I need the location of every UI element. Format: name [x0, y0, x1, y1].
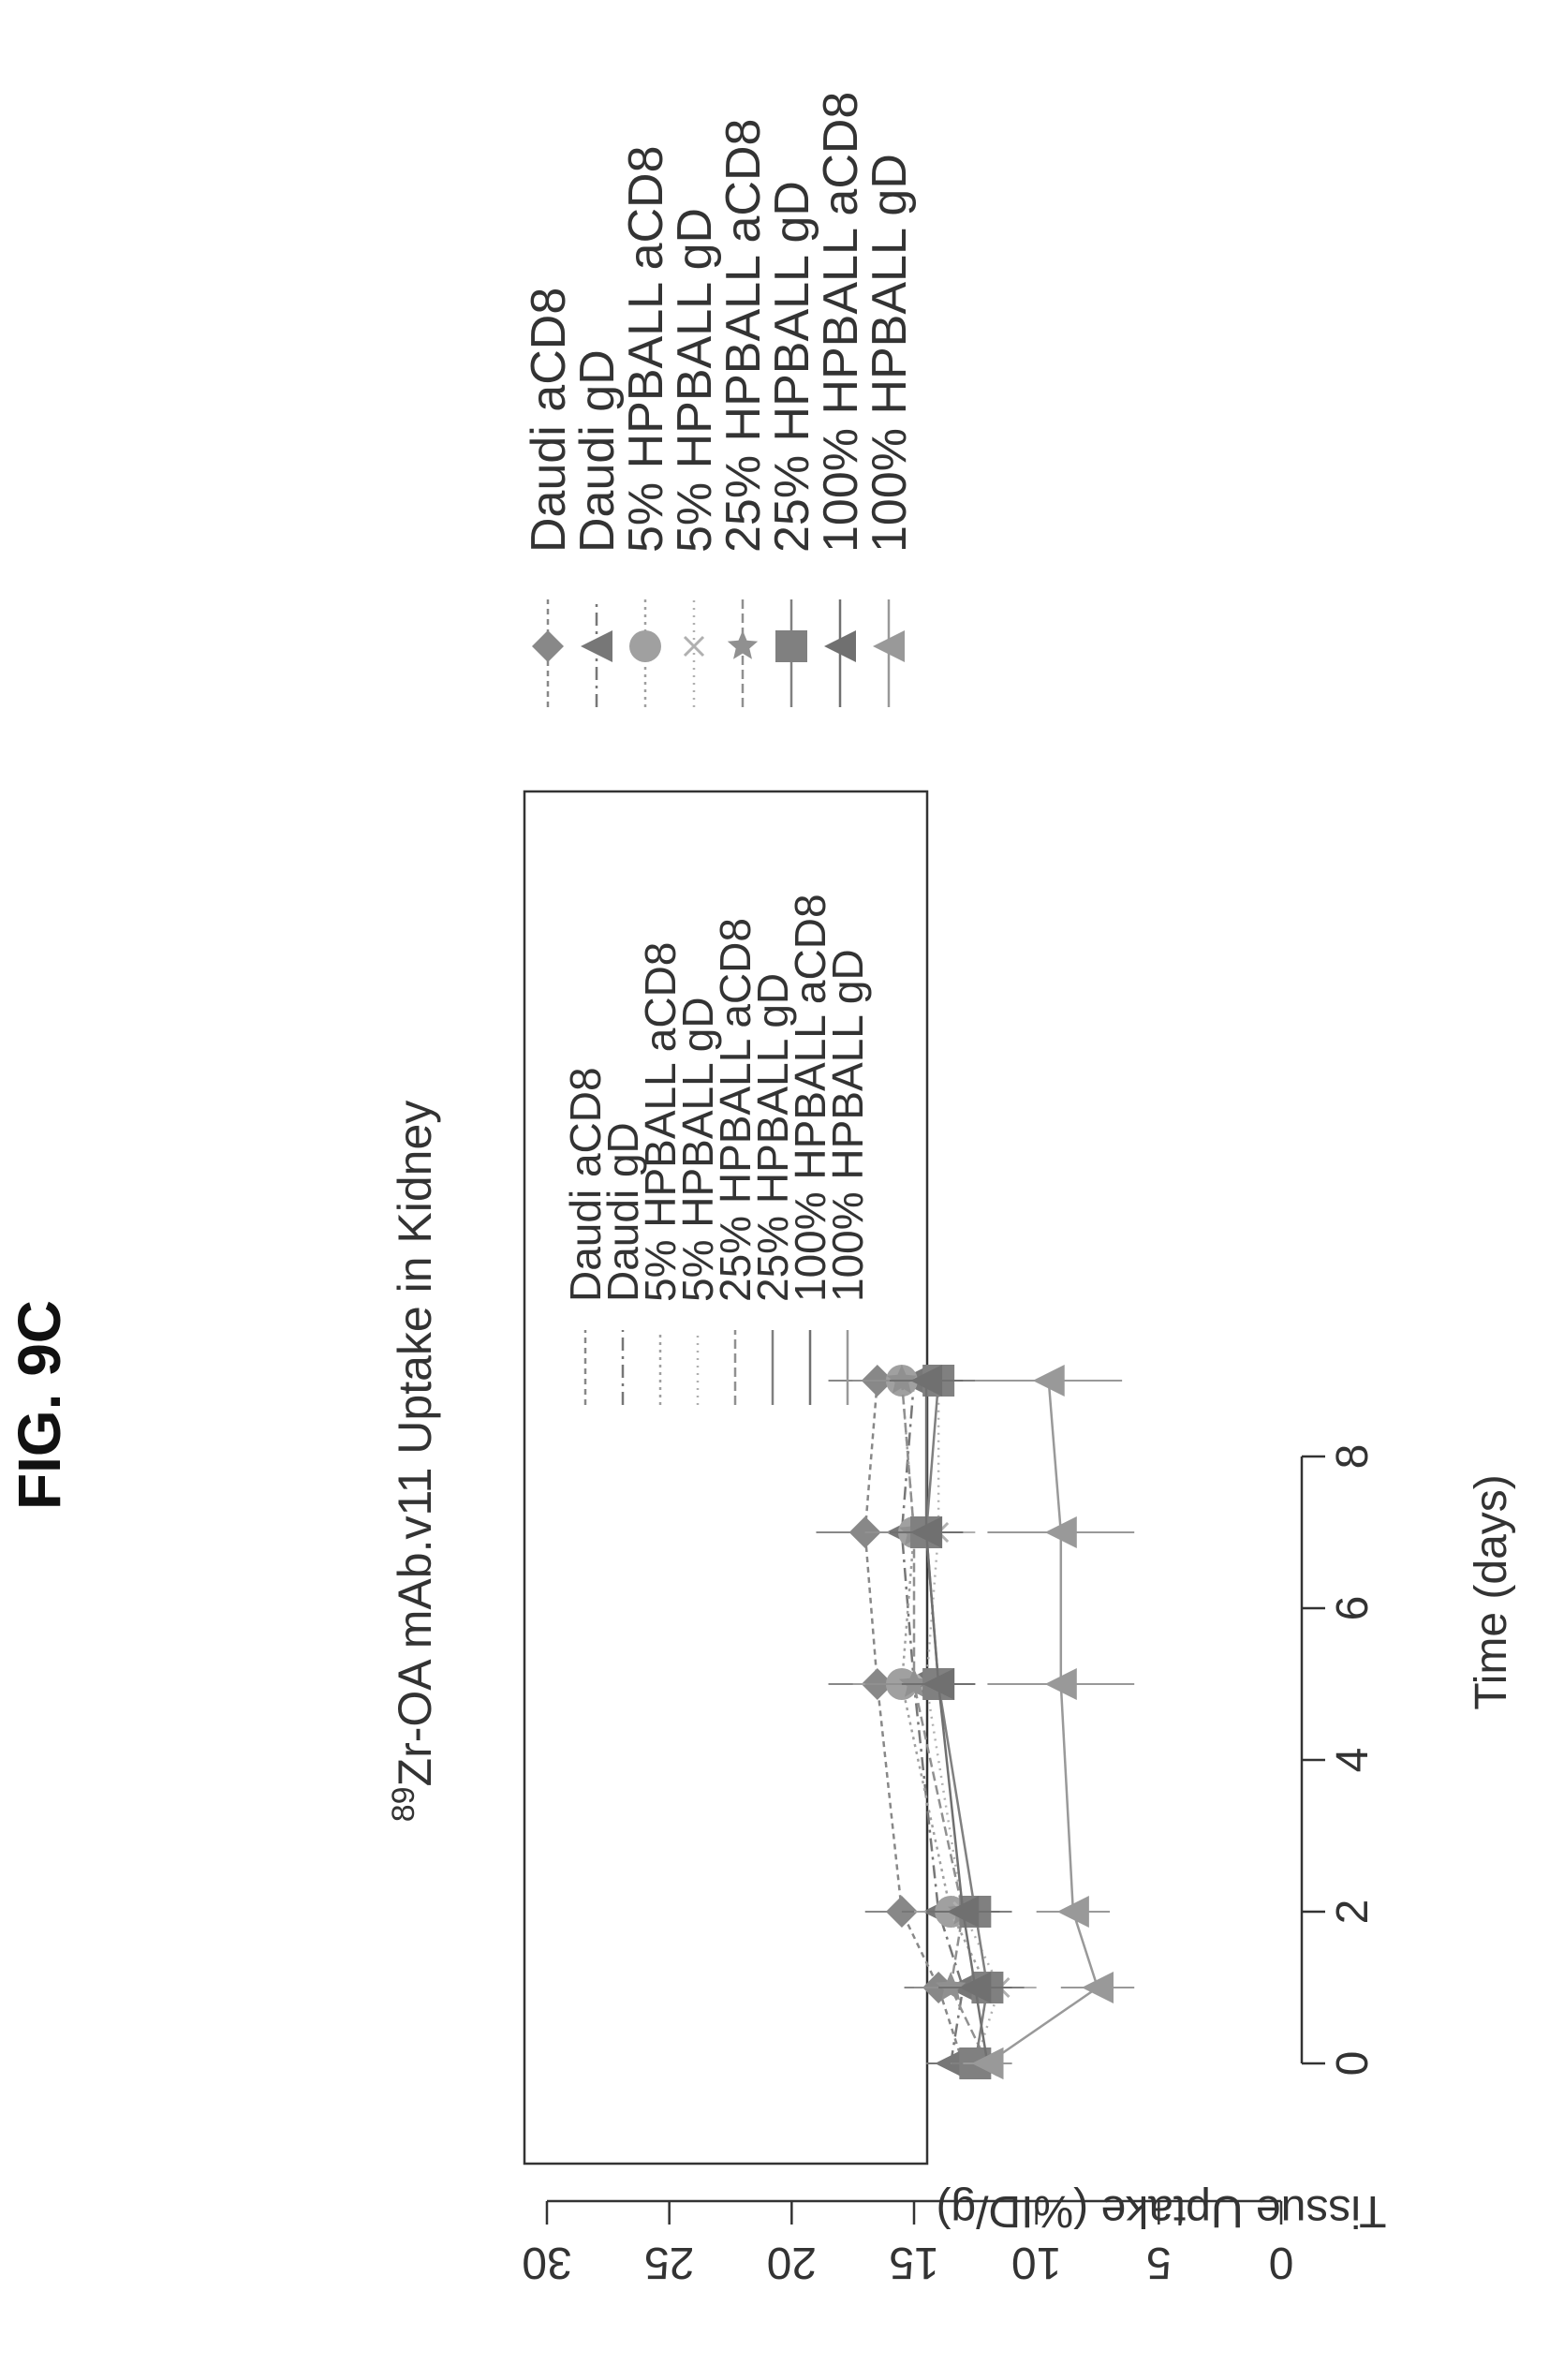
- x-axis-label: Time (days): [1467, 1474, 1516, 1710]
- outer-legend-label: 25% HPBALL aCD8: [716, 119, 771, 553]
- series-4: [853, 1365, 1012, 2077]
- y-tick-label: 15: [889, 2238, 938, 2287]
- figure-label: FIG. 9C: [6, 1300, 73, 1510]
- series-3: [890, 1371, 1037, 2073]
- outer-legend-label: Daudi gD: [570, 349, 625, 553]
- outer-legend-marker: [581, 630, 612, 662]
- outer-legend-marker: [532, 630, 564, 662]
- svg-text:89Zr-OA mAb.v11 Uptake in Kidn: 89Zr-OA mAb.v11 Uptake in Kidney: [386, 1101, 441, 1823]
- inner-legend: Daudi aCD8Daudi gD5% HPBALL aCD85% HPBAL…: [561, 894, 872, 1405]
- outer-legend: Daudi aCD8Daudi gD5% HPBALL aCD85% HPBAL…: [522, 92, 917, 707]
- series-line: [865, 1381, 964, 2063]
- x-tick-label: 2: [1328, 1900, 1378, 1925]
- series-line: [987, 1381, 1098, 2063]
- x-tick-label: 8: [1328, 1444, 1378, 1470]
- outer-legend-label: 100% HPBALL gD: [863, 154, 917, 553]
- y-tick-label: 20: [767, 2238, 817, 2287]
- inner-legend-label: 100% HPBALL gD: [823, 949, 872, 1302]
- outer-legend-label: Daudi aCD8: [522, 288, 576, 553]
- plot-data: [816, 1365, 1134, 2079]
- y-axis-label: Tissue Uptake (%ID/g): [936, 2186, 1386, 2236]
- series-line: [926, 1381, 999, 2063]
- chart-title-text: Zr-OA mAb.v11 Uptake in Kidney: [389, 1101, 441, 1787]
- y-tick-label: 0: [1269, 2238, 1294, 2287]
- y-tick-label: 5: [1146, 2238, 1172, 2287]
- outer-legend-marker: [728, 630, 758, 659]
- x-tick-label: 0: [1328, 2051, 1378, 2077]
- y-tick-label: 10: [1011, 2238, 1061, 2287]
- x-axis: 0 2 4 6 8: [1302, 1444, 1378, 2077]
- outer-legend-label: 5% HPBALL aCD8: [619, 145, 673, 553]
- x-tick-label: 6: [1328, 1596, 1378, 1621]
- series-line: [926, 1381, 987, 2063]
- y-tick-label: 30: [522, 2238, 571, 2287]
- x-tick-label: 4: [1328, 1748, 1378, 1773]
- outer-legend-label: 25% HPBALL gD: [765, 181, 819, 553]
- outer-legend-label: 5% HPBALL gD: [668, 208, 722, 553]
- y-tick-label: 25: [644, 2238, 694, 2287]
- outer-legend-marker: [775, 630, 807, 662]
- series-0: [816, 1365, 992, 2079]
- chart-title-superscript: 89: [386, 1786, 421, 1822]
- outer-legend-label: 100% HPBALL aCD8: [814, 92, 868, 553]
- chart-title: 89Zr-OA mAb.v11 Uptake in Kidney: [386, 1101, 441, 1823]
- series-line: [926, 1381, 987, 2063]
- outer-legend-marker: [629, 630, 661, 662]
- data-point: [1082, 1972, 1114, 2003]
